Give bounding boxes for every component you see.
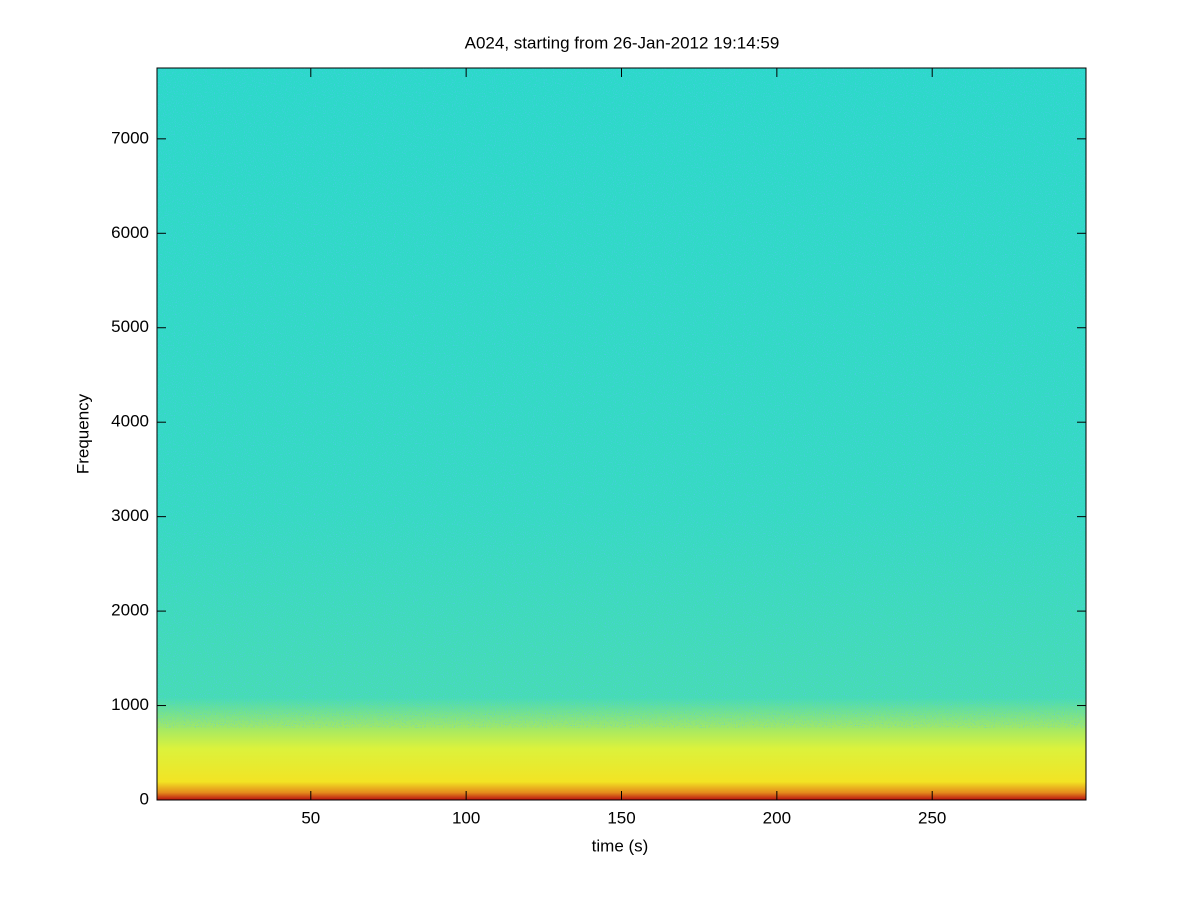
y-tick-label: 2000 [111, 601, 149, 620]
x-tick-label: 150 [607, 808, 635, 827]
y-tick-label: 3000 [111, 506, 149, 525]
y-tick-label: 5000 [111, 317, 149, 336]
y-tick-label: 0 [140, 789, 149, 808]
spectrogram-noise [157, 68, 1086, 728]
x-tick-label: 100 [452, 808, 480, 827]
y-tick-label: 6000 [111, 223, 149, 242]
y-axis-label: Frequency [73, 393, 92, 474]
chart-title: A024, starting from 26-Jan-2012 19:14:59 [465, 33, 780, 52]
x-tick-label: 50 [301, 808, 320, 827]
x-tick-label: 200 [763, 808, 791, 827]
y-tick-label: 1000 [111, 695, 149, 714]
y-tick-label: 7000 [111, 128, 149, 147]
y-tick-label: 4000 [111, 412, 149, 431]
x-axis-label: time (s) [592, 836, 649, 855]
x-tick-label: 250 [918, 808, 946, 827]
